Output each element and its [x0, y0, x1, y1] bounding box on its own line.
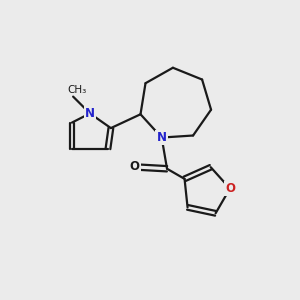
Text: CH₃: CH₃ [67, 85, 86, 95]
Text: O: O [129, 160, 139, 173]
Text: N: N [85, 107, 95, 120]
Text: N: N [157, 131, 167, 144]
Text: O: O [225, 182, 235, 195]
